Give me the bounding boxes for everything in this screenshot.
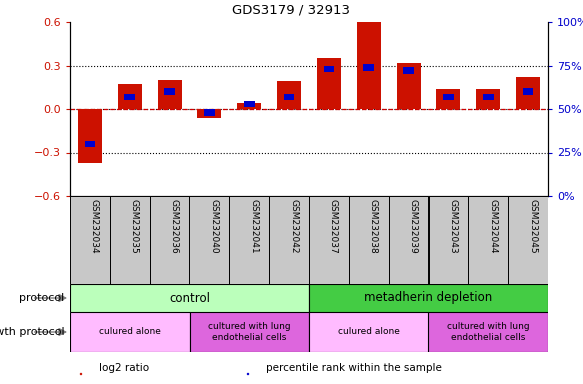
Text: control: control [169, 291, 210, 305]
Bar [523, 88, 533, 95]
Text: GSM232042: GSM232042 [289, 199, 298, 253]
Bar [164, 88, 175, 95]
Bar [516, 77, 540, 109]
Bar [363, 64, 374, 71]
Bar [396, 63, 420, 109]
Bar [324, 66, 334, 72]
Text: percentile rank within the sample: percentile rank within the sample [266, 363, 442, 373]
Bar [349, 196, 389, 284]
Bar [85, 141, 95, 147]
Text: culured alone: culured alone [338, 328, 400, 336]
Bar [483, 94, 494, 100]
Bar [277, 81, 301, 109]
Text: GSM232036: GSM232036 [170, 199, 178, 253]
Text: culured alone: culured alone [99, 328, 161, 336]
Bar [309, 284, 548, 312]
Bar [476, 89, 500, 109]
Text: GSM232035: GSM232035 [130, 199, 139, 253]
Text: GSM232043: GSM232043 [448, 199, 458, 253]
Text: GSM232040: GSM232040 [209, 199, 219, 253]
Text: log2 ratio: log2 ratio [99, 363, 149, 373]
Bar [317, 58, 341, 109]
Bar [247, 372, 248, 374]
Text: GDS3179 / 32913: GDS3179 / 32913 [233, 4, 350, 17]
Bar [150, 196, 189, 284]
Text: cultured with lung
endothelial cells: cultured with lung endothelial cells [208, 322, 290, 342]
Bar [118, 84, 142, 109]
Bar [70, 284, 309, 312]
Bar [204, 109, 215, 116]
Text: GSM232034: GSM232034 [90, 199, 99, 253]
Bar [229, 196, 269, 284]
Bar [429, 312, 548, 352]
Bar [79, 372, 81, 374]
Bar [198, 109, 222, 118]
Text: GSM232038: GSM232038 [369, 199, 378, 253]
Bar [429, 196, 468, 284]
Text: protocol: protocol [19, 293, 64, 303]
Bar [70, 196, 110, 284]
Bar [157, 80, 181, 109]
Bar [244, 101, 255, 107]
Text: GSM232039: GSM232039 [409, 199, 417, 253]
Bar [70, 312, 189, 352]
Text: GSM232045: GSM232045 [528, 199, 537, 253]
Bar [189, 312, 309, 352]
Bar [110, 196, 150, 284]
Bar [284, 94, 294, 100]
Text: GSM232044: GSM232044 [488, 199, 497, 253]
Bar [468, 196, 508, 284]
Bar [389, 196, 429, 284]
Text: GSM232041: GSM232041 [250, 199, 258, 253]
Bar [189, 196, 229, 284]
Bar [443, 94, 454, 100]
Text: metadherin depletion: metadherin depletion [364, 291, 493, 305]
Bar [437, 89, 461, 109]
Bar [269, 196, 309, 284]
Bar [124, 94, 135, 100]
Bar [508, 196, 548, 284]
Text: cultured with lung
endothelial cells: cultured with lung endothelial cells [447, 322, 529, 342]
Bar [78, 109, 102, 163]
Text: growth protocol: growth protocol [0, 327, 64, 337]
Bar [309, 312, 429, 352]
Bar [309, 196, 349, 284]
Bar [357, 22, 381, 109]
Bar [403, 68, 414, 74]
Bar [237, 103, 261, 109]
Text: GSM232037: GSM232037 [329, 199, 338, 253]
